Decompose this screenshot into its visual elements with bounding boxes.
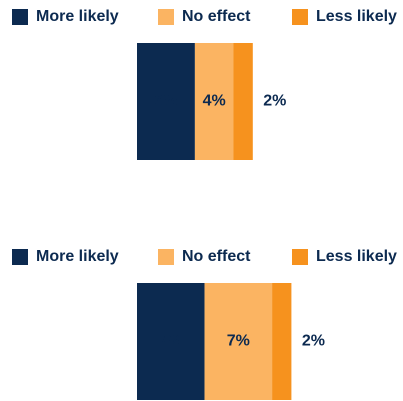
data-label: 2% <box>302 333 325 350</box>
legend-swatch <box>158 9 174 25</box>
data-label: 6% <box>154 93 177 110</box>
data-label: 2% <box>263 93 286 110</box>
legend-swatch <box>12 9 28 25</box>
legend-label: No effect <box>182 248 251 265</box>
legend-swatch <box>12 249 28 265</box>
bar-segment <box>272 283 292 400</box>
legend-swatch <box>292 9 308 25</box>
bar-segment <box>204 283 273 400</box>
legend-label: Less likely <box>316 248 397 265</box>
data-label: 7% <box>159 333 182 350</box>
legend-swatch <box>158 249 174 265</box>
legend-label: No effect <box>182 8 251 25</box>
legend-label: Less likely <box>316 8 397 25</box>
data-label: 4% <box>203 93 226 110</box>
bar-segment <box>137 283 205 400</box>
legend-label: More likely <box>36 8 119 25</box>
bar-segment <box>137 43 195 160</box>
legend-swatch <box>292 249 308 265</box>
bar-segment <box>233 43 253 160</box>
data-label: 7% <box>227 333 250 350</box>
bar-segment <box>194 43 234 160</box>
legend-label: More likely <box>36 248 119 265</box>
